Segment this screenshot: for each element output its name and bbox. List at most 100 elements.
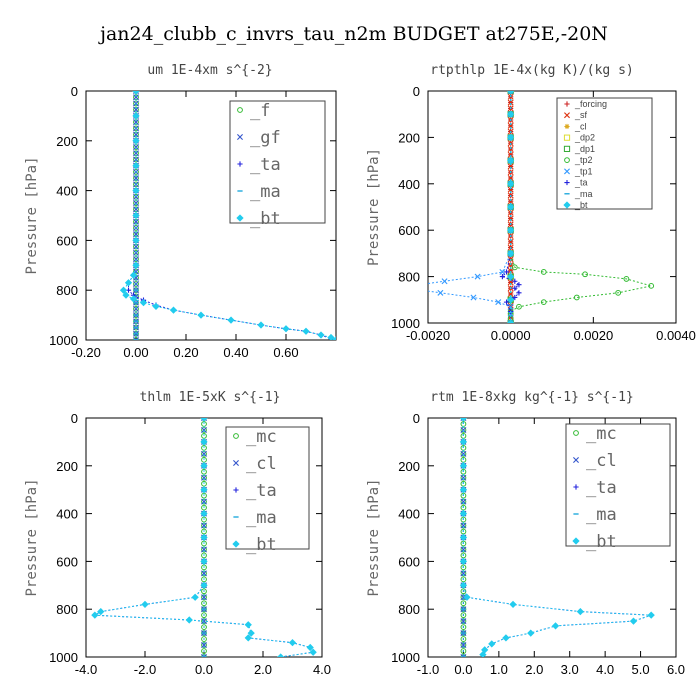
data-point [201, 648, 207, 654]
legend-marker [573, 457, 579, 463]
data-point [507, 99, 514, 106]
series-group [119, 91, 336, 340]
x-tick-label: 0.40 [223, 345, 248, 360]
data-point [459, 418, 468, 422]
series-group [459, 418, 655, 657]
data-point [133, 100, 139, 107]
data-point [507, 156, 515, 165]
data-point [133, 337, 139, 340]
legend-label: _ta [574, 178, 588, 188]
x-tick-label: 0.0000 [491, 328, 531, 343]
legend-box [556, 97, 653, 210]
legend-label: _tp1 [574, 166, 593, 176]
data-point [648, 282, 655, 289]
x-tick-label: 1.0 [490, 662, 508, 677]
data-point [460, 474, 467, 481]
data-point [132, 261, 140, 269]
legend-marker [236, 214, 244, 222]
data-point [507, 279, 514, 286]
data-point [169, 306, 178, 314]
legend-marker [564, 112, 570, 119]
data-point [540, 299, 547, 306]
data-point [133, 206, 139, 213]
data-point [499, 268, 506, 275]
data-point [133, 169, 139, 175]
data-point [133, 125, 139, 132]
data-point [309, 648, 317, 656]
legend-marker [572, 537, 580, 545]
data-point [257, 321, 265, 329]
data-point [507, 133, 515, 142]
y-tick-label: 400 [398, 177, 420, 192]
y-axis-label: Pressure [hPa] [366, 478, 382, 596]
data-point [405, 286, 410, 291]
legend-label: _cl [586, 451, 617, 471]
data-point [460, 636, 467, 642]
legend-marker [564, 168, 570, 175]
legend-label: _forcing [574, 99, 607, 109]
x-tick-label: 3.0 [561, 662, 579, 677]
x-tick-label: 0.20 [173, 345, 198, 360]
legend-marker [564, 157, 570, 164]
legend-label: _ma [246, 508, 277, 528]
data-point [507, 122, 514, 129]
data-point [460, 522, 467, 529]
plot-frame [427, 90, 677, 324]
legend-marker [564, 123, 570, 130]
legend-label: _gf [250, 128, 281, 148]
data-point [516, 282, 522, 288]
data-point [507, 296, 515, 304]
data-point [201, 498, 207, 505]
x-tick-label: 0.00 [123, 345, 148, 360]
legend-label: _ta [246, 481, 277, 501]
data-point [133, 181, 139, 188]
y-tick-label: 1000 [49, 333, 78, 348]
data-point [470, 294, 477, 301]
data-point [460, 618, 467, 625]
data-point [132, 112, 140, 120]
y-tick-label: 1000 [391, 650, 420, 665]
data-point [459, 509, 468, 518]
y-tick-label: 600 [398, 554, 420, 569]
x-tick-label: 0.0040 [656, 328, 696, 343]
legend-label: _dp2 [574, 133, 595, 143]
legend-marker [232, 540, 240, 548]
legend-label: _ma [586, 505, 617, 525]
data-point [576, 607, 584, 616]
data-point [507, 203, 515, 211]
y-tick-label: 1000 [49, 650, 78, 665]
data-point [573, 294, 580, 301]
x-tick-label: -2.0 [134, 662, 156, 677]
data-point [288, 639, 297, 647]
y-tick-label: 600 [56, 233, 78, 248]
legend-marker [237, 134, 243, 140]
legend-label: _f [250, 101, 270, 121]
y-tick-label: 200 [56, 134, 78, 149]
legend-label: _mc [246, 427, 277, 447]
data-point [129, 271, 138, 279]
data-point [540, 269, 547, 275]
series-group [91, 418, 317, 657]
data-point [507, 267, 514, 274]
series-line-2 [128, 91, 332, 340]
y-tick-label: 200 [398, 459, 420, 474]
data-point [200, 509, 208, 518]
legend-label: _bt [246, 535, 277, 555]
data-point [509, 600, 517, 609]
legend-marker [563, 145, 571, 152]
legend-marker [237, 107, 243, 113]
data-point [503, 269, 510, 275]
data-point [495, 299, 502, 306]
data-point [133, 156, 139, 163]
data-point [244, 621, 252, 629]
data-point [460, 498, 467, 505]
data-point [139, 299, 148, 307]
data-point [200, 438, 208, 446]
data-point [200, 418, 208, 422]
series-line-6 [428, 91, 512, 323]
data-point [460, 450, 467, 457]
data-point [133, 119, 139, 126]
y-tick-label: 800 [56, 602, 78, 617]
chart-panel-1: um 1E-4xm s^{-2} Pressure [hPa] 0 200 400 600… [24, 63, 337, 360]
